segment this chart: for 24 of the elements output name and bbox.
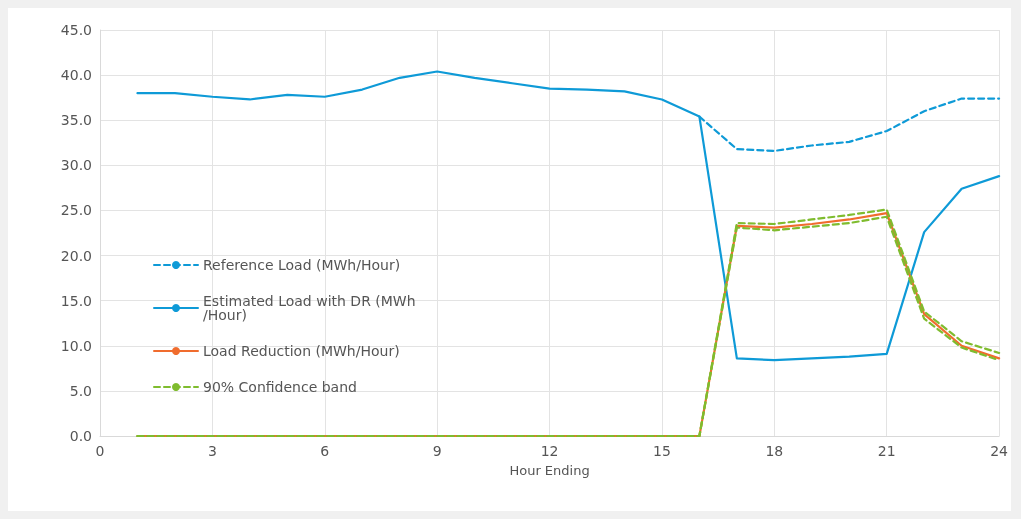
y-tick-label: 30.0 xyxy=(60,157,92,174)
legend-label: Reference Load (MWh/Hour) xyxy=(203,257,401,273)
x-tick-label: 6 xyxy=(320,443,330,459)
y-tick-label: 40.0 xyxy=(60,67,92,84)
x-tick-label: 18 xyxy=(765,443,784,459)
y-tick-label: 5.0 xyxy=(69,382,92,399)
y-tick-label: 15.0 xyxy=(60,292,92,309)
x-tick-label: 0 xyxy=(95,443,105,459)
legend-label: Estimated Load with DR (MWh/Hour) xyxy=(203,293,416,323)
x-axis-title: Hour Ending xyxy=(509,463,590,478)
y-tick-label: 10.0 xyxy=(60,337,92,354)
y-tick-label: 25.0 xyxy=(60,202,92,219)
x-tick-label: 12 xyxy=(540,443,559,459)
x-tick-label: 15 xyxy=(653,443,671,459)
y-tick-label: 45.0 xyxy=(60,22,92,38)
x-tick-label: 3 xyxy=(207,443,217,459)
x-tick-label: 24 xyxy=(990,443,1009,459)
y-tick-label: 20.0 xyxy=(60,247,92,264)
y-tick-label: 35.0 xyxy=(60,112,92,129)
legend-label: 90% Confidence band xyxy=(203,379,357,395)
x-tick-label: 21 xyxy=(877,443,896,459)
legend-label: Load Reduction (MWh/Hour) xyxy=(203,343,400,359)
y-tick-label: 0.0 xyxy=(69,428,92,444)
x-tick-label: 9 xyxy=(432,443,442,459)
